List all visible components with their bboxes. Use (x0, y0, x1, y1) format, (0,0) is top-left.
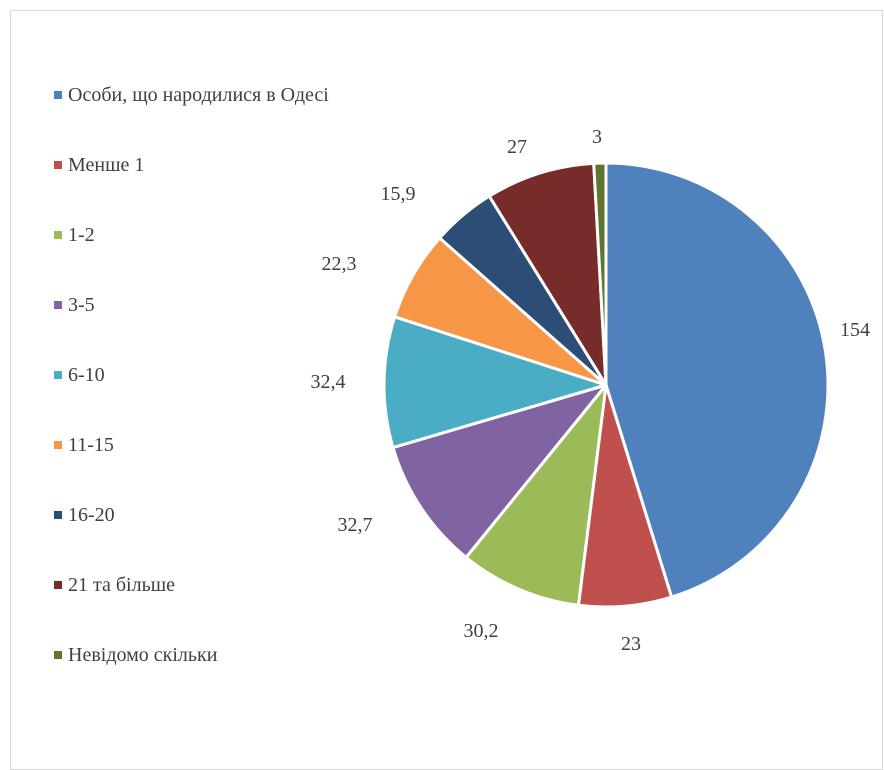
data-label: 32,4 (311, 371, 346, 393)
legend-swatch (54, 371, 62, 379)
legend-swatch (54, 161, 62, 169)
legend-swatch (54, 301, 62, 309)
legend-swatch (54, 441, 62, 449)
legend-swatch (54, 581, 62, 589)
legend-item: 6-10 (54, 362, 105, 388)
legend-label: 3-5 (68, 294, 95, 316)
legend-item: 16-20 (54, 502, 115, 528)
legend-swatch (54, 511, 62, 519)
legend-swatch (54, 91, 62, 99)
data-label: 30,2 (464, 620, 499, 642)
pie-slice (382, 315, 608, 450)
legend-item: Невідомо скільки (54, 642, 217, 668)
pie-slice (464, 383, 608, 607)
legend-item: 1-2 (54, 222, 95, 248)
legend-label: Менше 1 (68, 154, 145, 176)
data-label: 23 (621, 633, 641, 655)
pie-slice (487, 161, 608, 387)
data-label: 15,9 (381, 183, 416, 205)
data-label: 27 (507, 136, 527, 158)
legend-label: 11-15 (68, 434, 114, 456)
legend-item: Особи, що народилися в Одесі (54, 82, 329, 108)
legend-item: Менше 1 (54, 152, 144, 178)
data-label: 22,3 (322, 253, 357, 275)
data-label: 32,7 (338, 514, 373, 536)
data-label: 154 (840, 319, 870, 341)
pie-slice (592, 161, 608, 387)
legend-label: Особи, що народилися в Одесі (68, 84, 329, 106)
pie-slice (391, 383, 608, 559)
legend-label: 6-10 (68, 364, 105, 386)
legend-label: 16-20 (68, 504, 115, 526)
legend-item: 11-15 (54, 432, 114, 458)
legend-label: Невідомо скільки (68, 644, 218, 666)
pie-slice (604, 161, 830, 599)
data-label: 3 (592, 126, 602, 148)
legend-swatch (54, 651, 62, 659)
legend-label: 21 та більше (68, 574, 175, 596)
legend-swatch (54, 231, 62, 239)
legend-item: 21 та більше (54, 572, 175, 598)
legend-item: 3-5 (54, 292, 95, 318)
legend-label: 1-2 (68, 224, 95, 246)
